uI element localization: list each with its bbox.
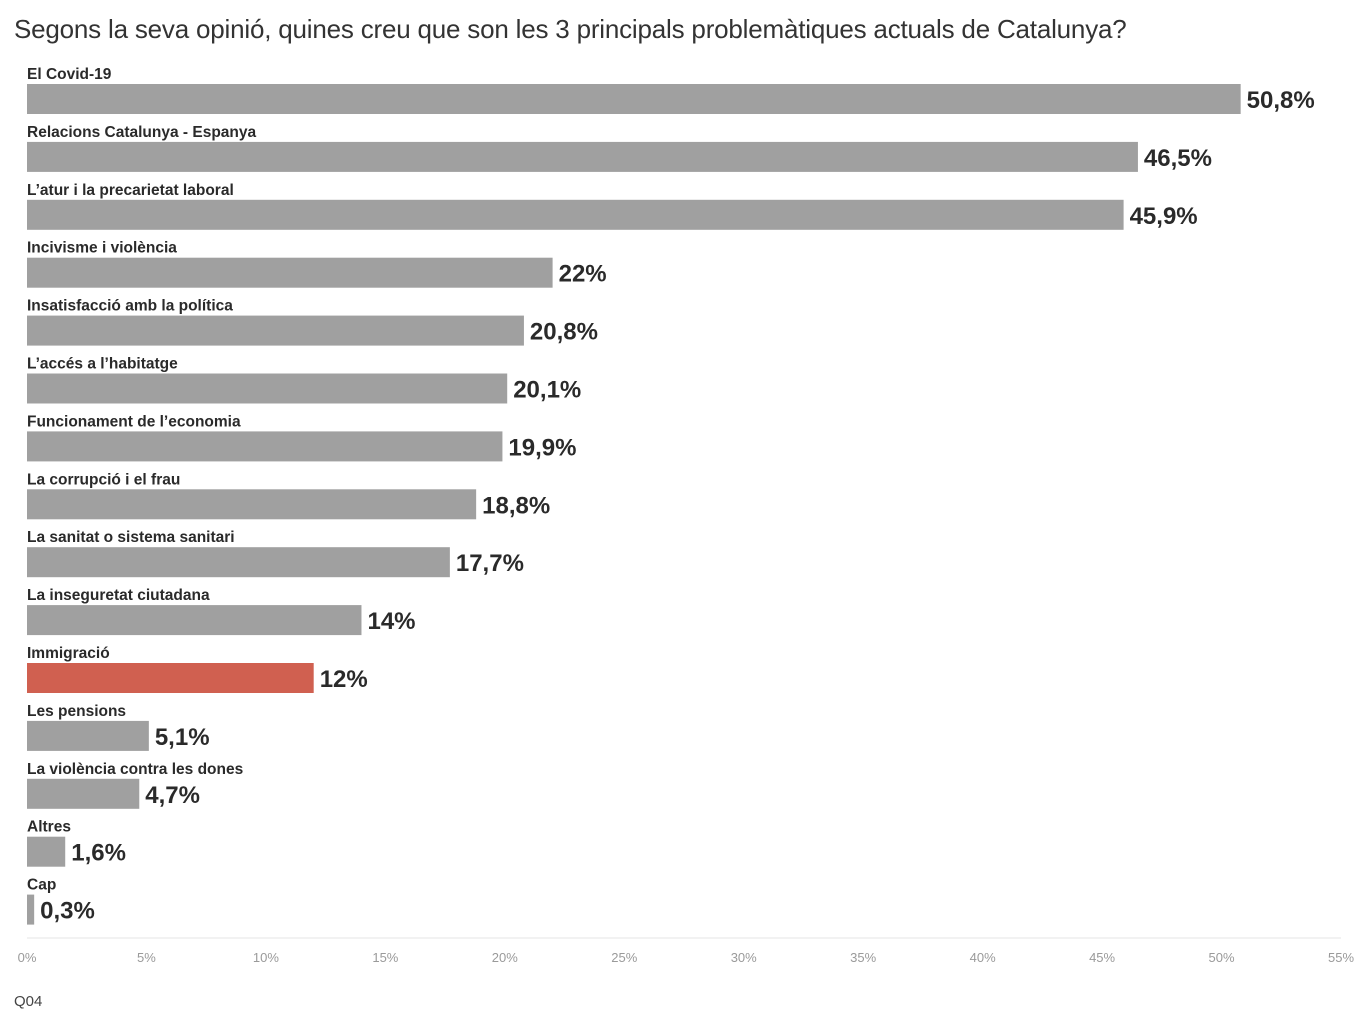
- bar: [27, 547, 450, 578]
- bar: [27, 315, 524, 346]
- value-label: 4,7%: [145, 782, 200, 809]
- value-label: 12%: [320, 666, 368, 693]
- value-label: 46,5%: [1144, 145, 1212, 172]
- category-label: Les pensions: [27, 703, 126, 720]
- value-label: 45,9%: [1130, 203, 1198, 230]
- value-label: 14%: [367, 608, 415, 635]
- value-label: 18,8%: [482, 492, 550, 519]
- x-tick-label: 55%: [1328, 950, 1354, 965]
- x-tick-label: 50%: [1209, 950, 1235, 965]
- bar: [27, 720, 149, 751]
- bar: [27, 257, 553, 288]
- category-label: La violència contra les dones: [27, 761, 243, 778]
- category-label: Cap: [27, 877, 56, 894]
- value-label: 22%: [559, 261, 607, 288]
- chart-title: Segons la seva opinió, quines creu que s…: [14, 14, 1127, 44]
- x-tick-label: 35%: [850, 950, 876, 965]
- category-label: Funcionament de l’economia: [27, 413, 241, 430]
- value-label: 50,8%: [1247, 87, 1315, 114]
- bar: [27, 778, 140, 809]
- category-label: El Covid-19: [27, 66, 112, 83]
- category-label: Incivisme i violència: [27, 240, 177, 257]
- bar: [27, 141, 1138, 172]
- value-label: 5,1%: [155, 724, 210, 751]
- value-label: 20,1%: [513, 377, 581, 404]
- value-label: 20,8%: [530, 319, 598, 346]
- category-label: La inseguretat ciutadana: [27, 587, 210, 604]
- x-tick-label: 0%: [18, 950, 37, 965]
- category-label: L’accés a l’habitatge: [27, 356, 178, 373]
- category-label: Relacions Catalunya - Espanya: [27, 124, 257, 141]
- x-tick-label: 45%: [1089, 950, 1115, 965]
- x-tick-label: 15%: [372, 950, 398, 965]
- bar: [27, 431, 503, 462]
- category-label: La sanitat o sistema sanitari: [27, 529, 235, 546]
- bar: [27, 894, 35, 925]
- category-label: Immigració: [27, 645, 110, 662]
- value-label: 17,7%: [456, 550, 524, 577]
- x-tick-label: 10%: [253, 950, 279, 965]
- bar: [27, 373, 508, 404]
- bar: [27, 605, 362, 636]
- category-label: L’atur i la precarietat laboral: [27, 182, 234, 199]
- category-label: Insatisfacció amb la política: [27, 298, 233, 315]
- footer-note: Q04: [14, 993, 43, 1010]
- value-label: 1,6%: [71, 840, 126, 867]
- category-label: Altres: [27, 819, 71, 836]
- value-label: 19,9%: [508, 434, 576, 461]
- x-tick-label: 20%: [492, 950, 518, 965]
- bar: [27, 836, 66, 867]
- bar: [27, 199, 1124, 230]
- x-tick-label: 5%: [137, 950, 156, 965]
- x-tick-label: 40%: [970, 950, 996, 965]
- x-tick-label: 25%: [611, 950, 637, 965]
- bar: [27, 663, 314, 693]
- bar: [27, 84, 1241, 114]
- value-label: 0,3%: [40, 898, 95, 925]
- bar: [27, 489, 477, 520]
- x-tick-label: 30%: [731, 950, 757, 965]
- category-label: La corrupció i el frau: [27, 471, 180, 488]
